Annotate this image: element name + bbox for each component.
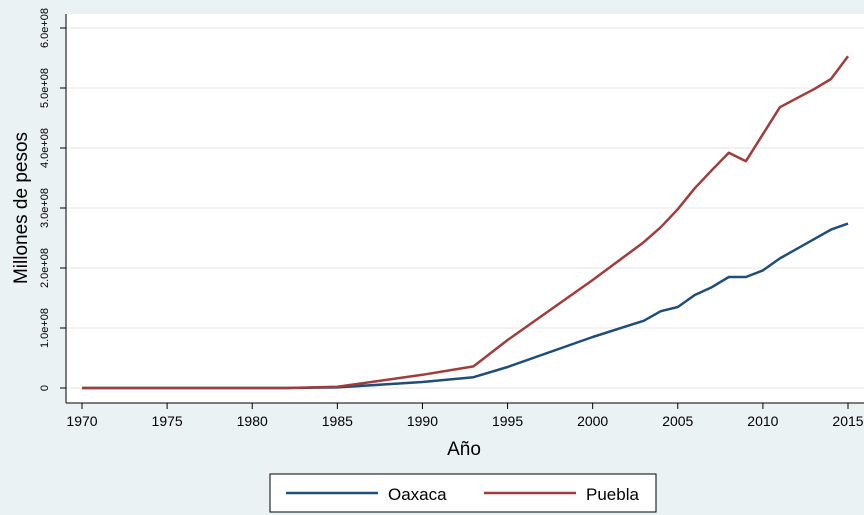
y-axis-ticks: 0 1.0e+08 2.0e+08 3.0e+08 4.0e+08 5.0e+08 6.0e… (39, 8, 66, 391)
series-line-oaxaca (82, 222, 849, 390)
y-tick-label: 6.0e+08 (39, 8, 51, 48)
y-tick-label: 1.0e+08 (39, 308, 51, 348)
series-lines (82, 55, 850, 390)
x-tick-label: 1975 (152, 413, 183, 429)
y-tick-label: 2.0e+08 (39, 248, 51, 288)
x-tick-label: 2005 (662, 413, 693, 429)
legend-label-oaxaca: Oaxaca (388, 485, 447, 504)
x-tick-label: 2010 (747, 413, 778, 429)
legend: Oaxaca Puebla (269, 473, 657, 513)
y-axis-title: Millones de pesos (11, 132, 32, 284)
x-tick-label: 1995 (492, 413, 523, 429)
x-tick-label: 1970 (66, 413, 97, 429)
x-tick-label: 2015 (832, 413, 863, 429)
x-tick-label: 1990 (407, 413, 438, 429)
y-tick-label: 0 (39, 385, 51, 391)
y-tick-label: 4.0e+08 (39, 128, 51, 168)
series-line-puebla (82, 55, 850, 390)
x-tick-label: 1985 (322, 413, 353, 429)
y-tick-label: 5.0e+08 (39, 68, 51, 108)
x-tick-label: 1980 (237, 413, 268, 429)
x-axis-title: Año (447, 439, 481, 460)
legend-label-puebla: Puebla (586, 485, 639, 504)
x-axis-ticks: 1970 1975 1980 1985 1990 1995 2000 2005 2010 2015 (66, 403, 864, 429)
y-tick-label: 3.0e+08 (39, 188, 51, 228)
x-tick-label: 2000 (577, 413, 608, 429)
